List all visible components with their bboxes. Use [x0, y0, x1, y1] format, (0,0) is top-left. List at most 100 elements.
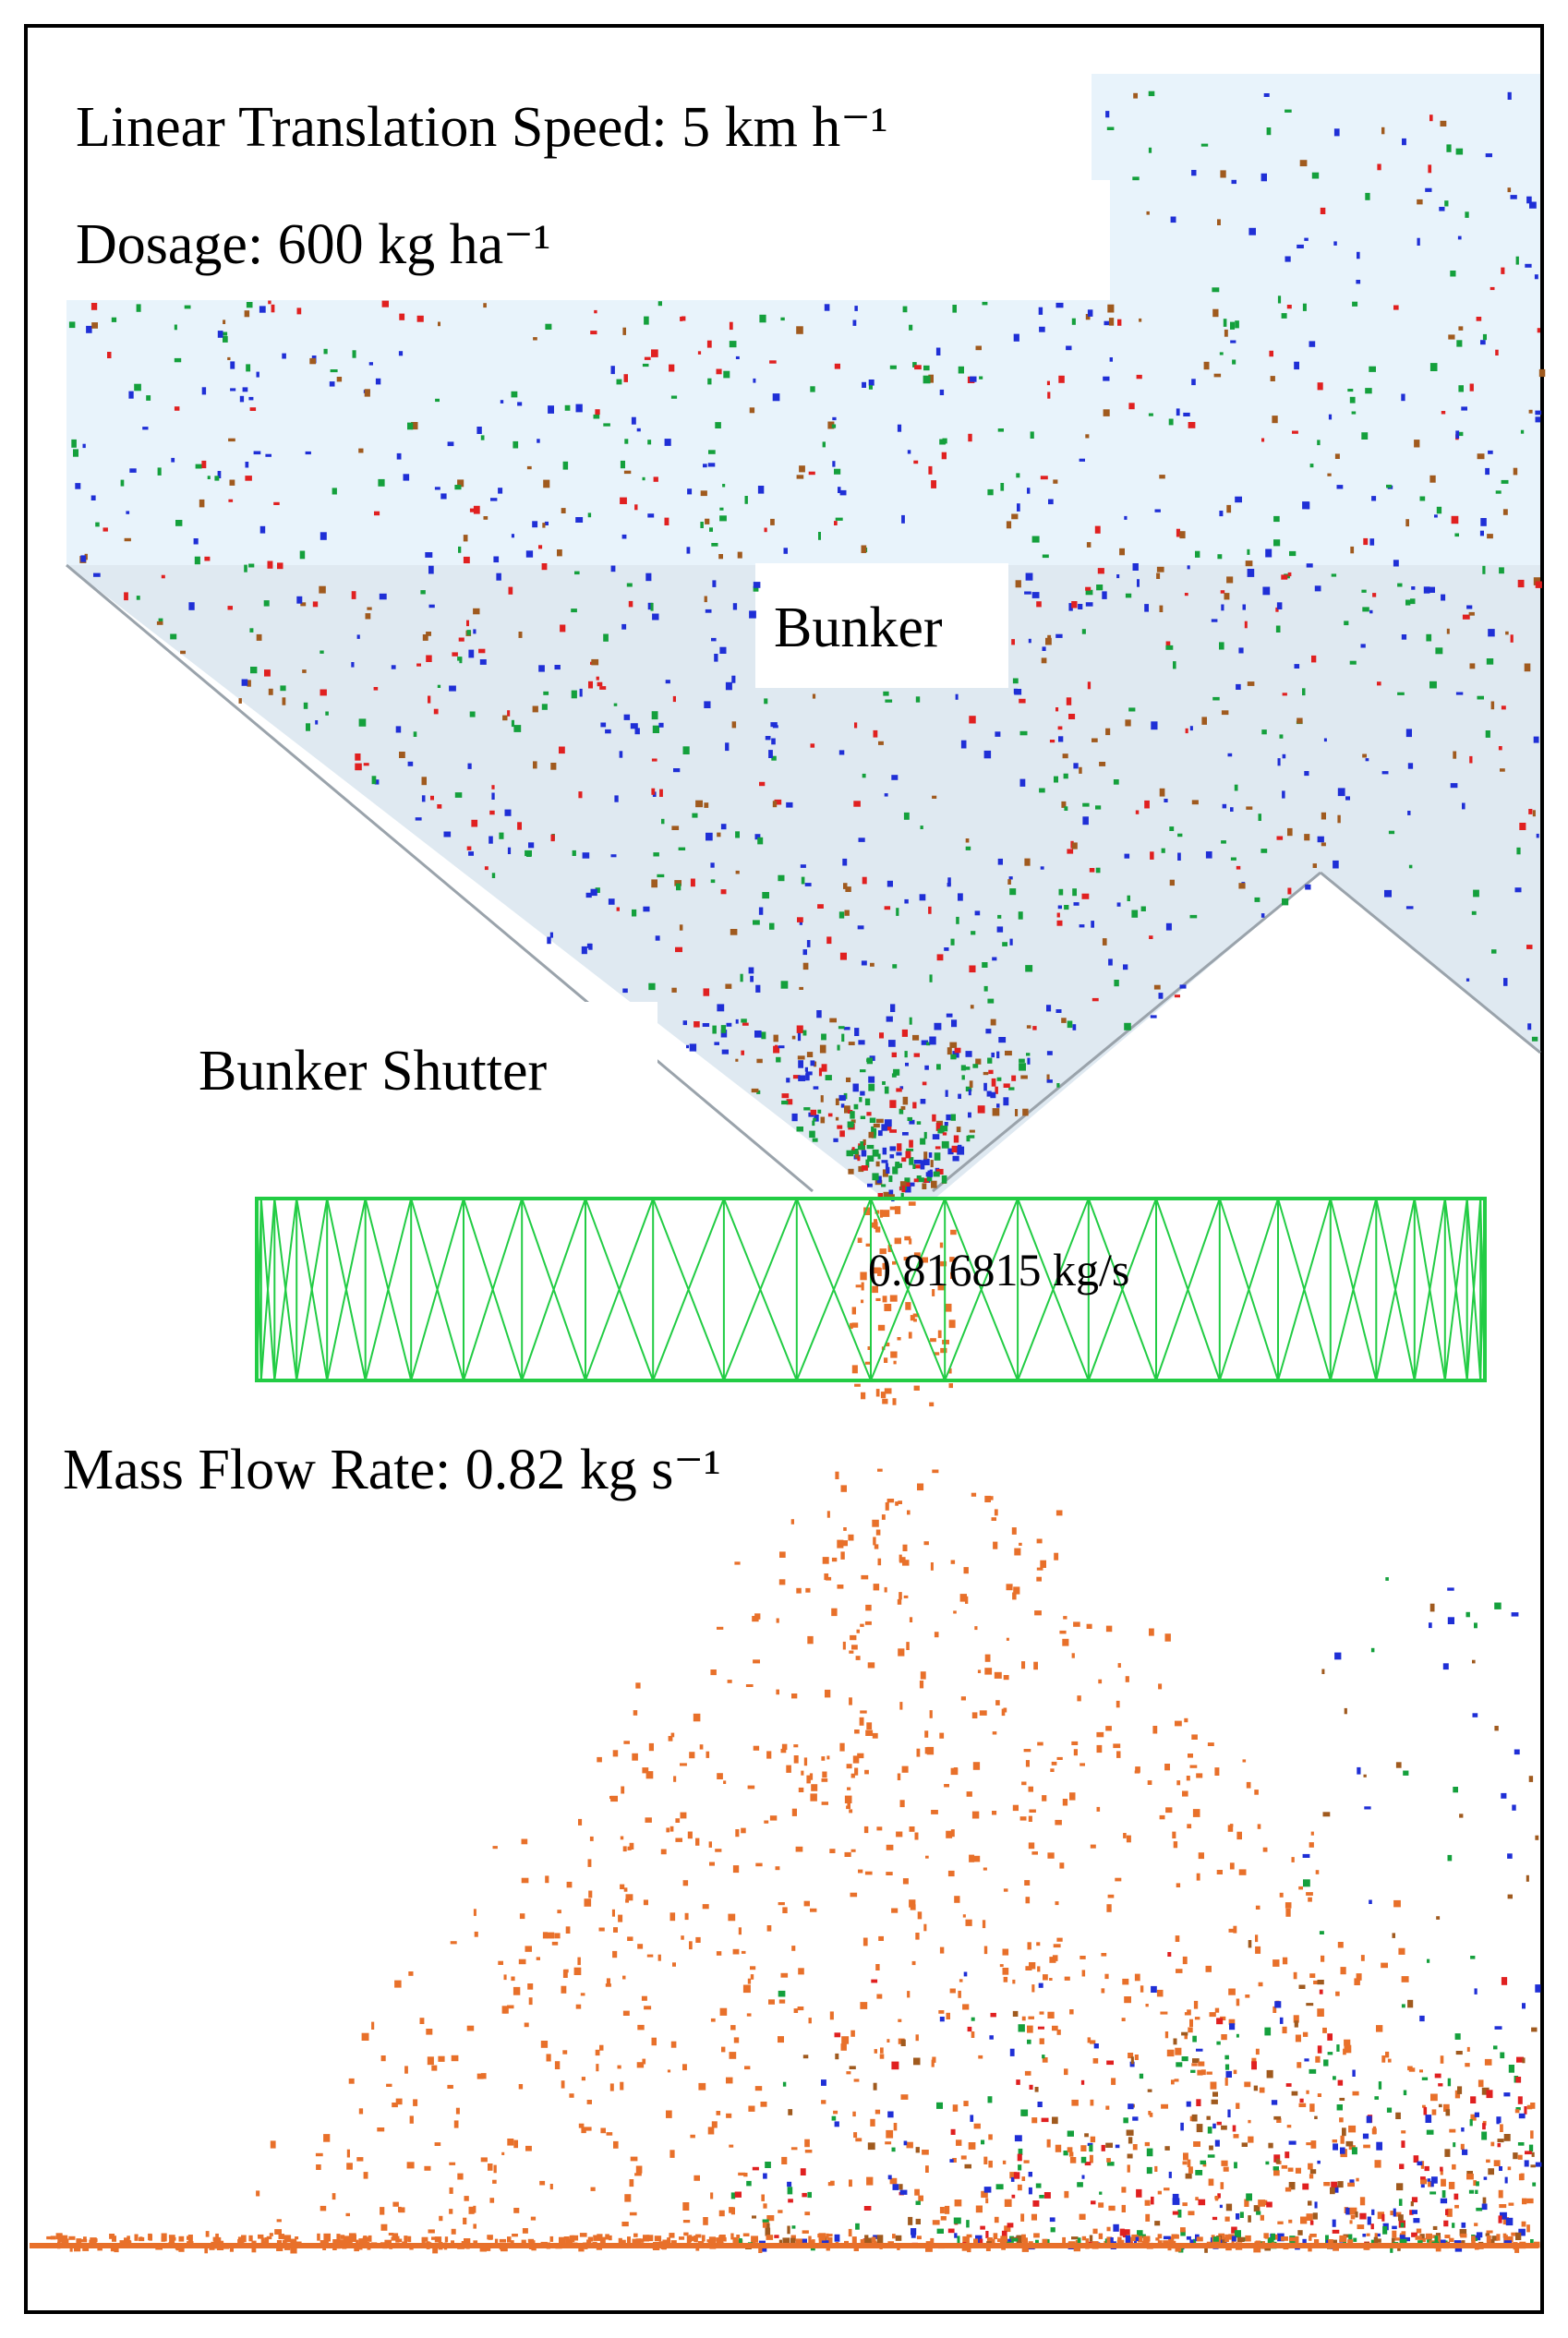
particle: [1238, 1869, 1247, 1875]
particle: [1064, 2068, 1068, 2076]
particle: [682, 2220, 691, 2224]
particle: [671, 826, 680, 830]
particle: [899, 1108, 904, 1115]
particle: [896, 1831, 903, 1838]
particle: [511, 391, 518, 398]
particle: [223, 336, 228, 343]
particle: [1281, 2236, 1288, 2241]
particle: [1069, 1792, 1076, 1801]
particle: [1298, 1886, 1303, 1890]
particle: [263, 600, 270, 607]
particle: [1056, 1083, 1060, 1088]
particle: [1333, 2076, 1336, 2080]
particle: [778, 1990, 786, 1997]
particle: [904, 1177, 911, 1183]
particle: [725, 983, 732, 989]
particle: [1374, 2160, 1381, 2168]
particle: [384, 2239, 392, 2246]
particle: [886, 1844, 894, 1850]
particle: [599, 686, 607, 690]
particle: [790, 2147, 798, 2151]
particle: [1046, 1005, 1052, 1012]
particle: [718, 2210, 725, 2217]
particle: [796, 1127, 803, 1132]
particle: [264, 2237, 270, 2245]
particle: [378, 478, 385, 487]
particle: [834, 2234, 840, 2242]
particle: [1042, 1795, 1047, 1802]
particle: [268, 300, 271, 305]
particle: [900, 1192, 904, 1198]
particle: [622, 988, 628, 994]
particle: [1127, 2164, 1130, 2173]
particle: [1198, 1852, 1204, 1860]
particle: [1106, 2226, 1111, 2232]
particle: [913, 1053, 920, 1057]
particle: [1372, 2126, 1377, 2132]
particle: [634, 728, 640, 735]
particle: [670, 2240, 677, 2244]
particle: [358, 2238, 364, 2244]
particle: [1393, 1899, 1401, 1908]
particle: [686, 1044, 689, 1049]
particle: [861, 1282, 864, 1291]
particle: [1397, 583, 1403, 587]
particle: [91, 2238, 98, 2243]
particle: [269, 2233, 273, 2236]
particle: [539, 2180, 546, 2186]
particle: [954, 1896, 960, 1903]
particle: [1500, 2211, 1507, 2220]
particle: [1536, 833, 1539, 838]
particle: [484, 866, 488, 871]
particle: [877, 1268, 882, 1276]
particle: [1182, 1956, 1188, 1965]
particle: [641, 1995, 647, 2001]
particle: [1128, 403, 1135, 410]
particle: [630, 2156, 638, 2162]
particle: [1014, 2135, 1022, 2142]
particle: [142, 427, 149, 430]
particle: [93, 572, 101, 577]
particle: [1210, 2081, 1217, 2090]
particle: [857, 1156, 861, 1162]
particle: [983, 1071, 989, 1076]
particle: [1135, 1766, 1140, 1773]
particle: [642, 476, 645, 481]
particle: [1035, 2239, 1039, 2245]
particle: [803, 1900, 810, 1907]
truss-line: [521, 1198, 586, 1381]
particle: [421, 795, 426, 802]
particle: [887, 2175, 892, 2180]
particle: [1029, 1962, 1036, 1970]
particle: [1090, 2099, 1094, 2106]
particle: [1050, 2227, 1055, 2233]
particle: [757, 486, 765, 494]
particle: [1453, 2142, 1456, 2148]
particle: [893, 2123, 898, 2131]
particle: [754, 2086, 763, 2091]
particle: [1098, 2202, 1104, 2208]
particle: [238, 698, 242, 704]
particle: [1087, 2142, 1093, 2146]
particle: [1196, 2236, 1203, 2242]
particle: [967, 2245, 971, 2253]
particle: [513, 2208, 520, 2213]
particle: [742, 1984, 751, 1994]
particle: [1482, 2123, 1486, 2130]
particle: [809, 2239, 814, 2246]
particle: [807, 1635, 814, 1645]
particle: [714, 1042, 719, 1045]
particle: [872, 1149, 879, 1157]
particle: [620, 2081, 624, 2091]
particle: [846, 2071, 851, 2075]
particle: [609, 1796, 617, 1800]
particle: [1141, 2240, 1150, 2244]
particle: [966, 2220, 970, 2228]
particle: [812, 1120, 815, 1127]
particle: [1043, 2192, 1051, 2199]
particle: [971, 2017, 975, 2021]
particle: [824, 304, 830, 311]
particle: [995, 2184, 1004, 2190]
particle: [1234, 2162, 1237, 2169]
particle: [922, 1081, 927, 1086]
